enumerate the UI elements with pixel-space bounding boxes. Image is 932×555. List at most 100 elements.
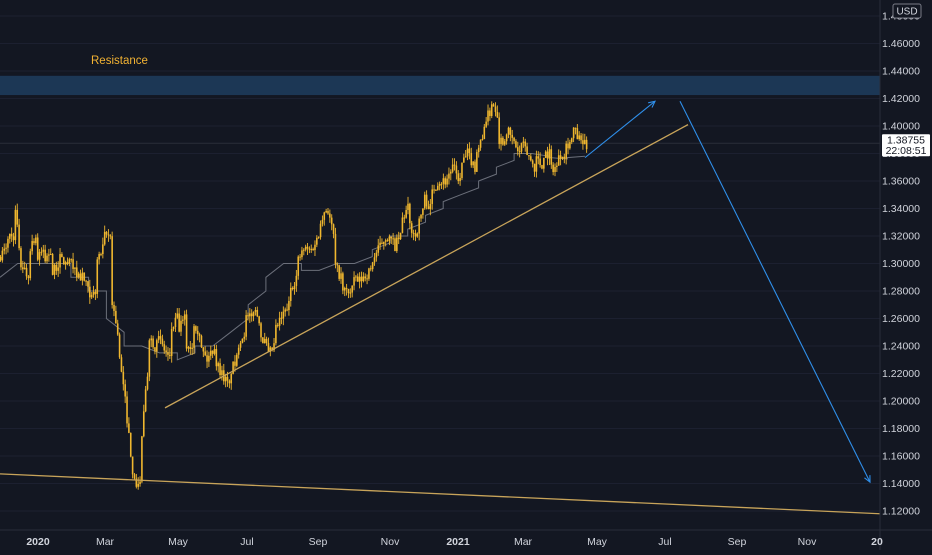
candle-body <box>284 309 286 312</box>
candle-body <box>230 373 233 384</box>
candle-body <box>289 287 292 301</box>
candle-body <box>515 141 517 148</box>
candle-body <box>25 267 28 277</box>
current-price-tag-box <box>882 134 930 157</box>
time-tick-label: Nov <box>381 536 400 548</box>
candle-body <box>476 152 478 172</box>
candle-body <box>399 232 402 240</box>
candle-body <box>219 363 221 375</box>
candle-body <box>435 189 437 191</box>
candle-body <box>543 157 545 169</box>
lower-trendline[interactable] <box>0 473 881 515</box>
candle-body <box>288 300 290 311</box>
candle-body <box>546 151 549 159</box>
candle-body <box>271 347 273 351</box>
candle-body <box>128 423 130 433</box>
candle-body <box>433 189 435 191</box>
candle-body <box>410 223 413 233</box>
candle-body <box>9 233 11 239</box>
candle-body <box>3 248 6 251</box>
candle-body <box>330 217 333 225</box>
candle-body <box>51 254 54 275</box>
candle-body <box>314 244 316 251</box>
resistance-zone[interactable] <box>0 75 880 96</box>
candle-body <box>466 148 469 157</box>
candle-body <box>539 158 541 166</box>
candle-body <box>83 272 86 281</box>
price-axis[interactable]: 1.480001.460001.440001.420001.400001.380… <box>882 11 920 518</box>
candle-body <box>228 380 231 384</box>
candle-body <box>208 355 210 362</box>
candle-body <box>167 352 169 355</box>
candle-body <box>295 275 298 286</box>
candle-body <box>0 256 2 261</box>
candle-body <box>468 148 471 153</box>
candle-body <box>105 231 108 235</box>
candle-body <box>291 287 294 290</box>
candle-body <box>209 350 212 356</box>
candle-body <box>384 240 387 242</box>
currency-badge[interactable]: USD <box>892 3 922 19</box>
candle-body <box>172 326 175 329</box>
candle-body <box>396 237 398 252</box>
candle-body <box>53 264 56 275</box>
price-tick-label: 1.22000 <box>882 368 920 380</box>
projection-down-arrow[interactable] <box>679 101 871 483</box>
candle-body <box>250 313 253 317</box>
candles-series[interactable] <box>0 101 588 490</box>
candle-body <box>444 178 447 185</box>
candle-body <box>544 151 547 158</box>
candle-body <box>282 311 285 319</box>
candle-body <box>524 141 527 147</box>
candle-body <box>362 276 365 282</box>
candle-body <box>500 137 502 145</box>
candle-body <box>572 127 575 139</box>
candle-body <box>254 310 257 312</box>
candle-body <box>107 234 110 236</box>
candle-body <box>7 238 9 248</box>
candle-body <box>217 363 220 367</box>
support-trendline[interactable] <box>164 124 689 409</box>
time-axis[interactable]: 2020 Mar May Jul Sep Nov 2021 Mar May Jul Sep Nov 20 <box>26 536 883 548</box>
price-tick-label: 1.34000 <box>882 203 920 215</box>
candle-body <box>373 257 376 263</box>
price-tick-label: 1.28000 <box>882 286 920 298</box>
candle-body <box>213 349 216 354</box>
candle-body <box>12 236 15 241</box>
candle-body <box>124 384 126 397</box>
candle-body <box>317 237 320 239</box>
candle-body <box>450 171 452 174</box>
candle-body <box>325 210 327 213</box>
time-tick-label: Nov <box>798 536 817 548</box>
price-tick-label: 1.20000 <box>882 396 920 408</box>
candle-body <box>185 314 188 349</box>
candle-body <box>57 267 59 271</box>
candle-body <box>477 147 480 153</box>
candle-body <box>59 254 61 268</box>
candle-body <box>505 134 508 142</box>
candle-body <box>196 330 199 335</box>
candle-body <box>215 349 218 367</box>
candle-body <box>436 185 439 190</box>
candle-body <box>425 194 428 207</box>
candle-body <box>336 264 339 266</box>
candle-body <box>275 324 277 344</box>
candle-body <box>574 127 577 129</box>
candle-body <box>77 273 80 278</box>
time-tick-label: 2020 <box>26 536 50 548</box>
candle-body <box>156 340 158 352</box>
candle-body <box>522 141 525 143</box>
price-tick-label: 1.46000 <box>882 38 920 50</box>
candle-body <box>146 376 149 390</box>
candle-body <box>44 249 46 262</box>
projection-up-arrow[interactable] <box>584 100 656 159</box>
candle-body <box>27 276 30 279</box>
candle-body <box>455 165 458 174</box>
candle-body <box>375 252 378 258</box>
time-tick-label: 2021 <box>446 536 470 548</box>
candle-body <box>446 178 448 185</box>
candle-body <box>509 127 512 135</box>
candle-body <box>273 343 275 351</box>
